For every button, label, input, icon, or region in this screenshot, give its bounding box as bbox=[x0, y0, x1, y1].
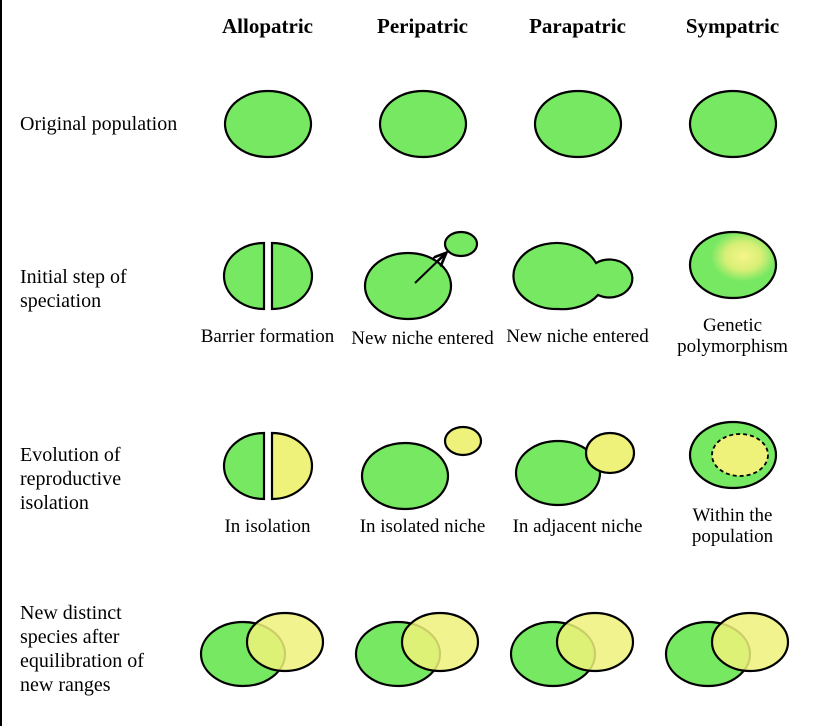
cell-original-sympatric bbox=[655, 54, 810, 194]
cell-original-peripatric bbox=[345, 54, 500, 194]
caption-initial-parapatric: New niche entered bbox=[506, 327, 648, 348]
gradient-ellipse-icon bbox=[673, 220, 793, 310]
overlap-ellipses-icon bbox=[503, 602, 653, 697]
cell-evolution-sympatric: Within the population bbox=[655, 384, 810, 574]
corner-empty bbox=[10, 4, 190, 54]
col-header-parapatric: Parapatric bbox=[500, 4, 655, 54]
cell-new-parapatric bbox=[500, 574, 655, 724]
nested-dashed-icon bbox=[673, 410, 793, 500]
isolated-niche-icon bbox=[353, 421, 493, 511]
cell-initial-parapatric: New niche entered bbox=[500, 194, 655, 384]
adjacent-two-color-icon bbox=[508, 421, 648, 511]
col-header-peripatric: Peripatric bbox=[345, 4, 500, 54]
caption-evolution-peripatric: In isolated niche bbox=[360, 517, 486, 538]
cell-evolution-peripatric: In isolated niche bbox=[345, 384, 500, 574]
row-label-evolution: Evolution of reproductive isolation bbox=[10, 384, 190, 574]
speciation-grid: Allopatric Peripatric Parapatric Sympatr… bbox=[0, 0, 800, 728]
cell-evolution-allopatric: In isolation bbox=[190, 384, 345, 574]
caption-initial-sympatric: Genetic polymorphism bbox=[655, 316, 810, 358]
cell-initial-sympatric: Genetic polymorphism bbox=[655, 194, 810, 384]
ellipse-icon bbox=[673, 84, 793, 164]
budding-arrow-icon bbox=[353, 228, 493, 323]
col-header-sympatric: Sympatric bbox=[655, 4, 810, 54]
cell-initial-allopatric: Barrier formation bbox=[190, 194, 345, 384]
col-header-allopatric: Allopatric bbox=[190, 4, 345, 54]
split-two-color-icon bbox=[208, 421, 328, 511]
cell-evolution-parapatric: In adjacent niche bbox=[500, 384, 655, 574]
cell-new-allopatric bbox=[190, 574, 345, 724]
overlap-ellipses-icon bbox=[193, 602, 343, 697]
overlap-ellipses-icon bbox=[348, 602, 498, 697]
cell-new-peripatric bbox=[345, 574, 500, 724]
row-label-initial: Initial step of speciation bbox=[10, 194, 190, 384]
caption-initial-peripatric: New niche entered bbox=[351, 329, 493, 350]
split-ellipse-icon bbox=[208, 231, 328, 321]
row-label-new: New distinct species after equilibration… bbox=[10, 574, 190, 724]
caption-initial-allopatric: Barrier formation bbox=[201, 327, 334, 348]
left-border-line bbox=[0, 0, 2, 726]
ellipse-icon bbox=[518, 84, 638, 164]
cell-original-allopatric bbox=[190, 54, 345, 194]
row-label-original: Original population bbox=[10, 54, 190, 194]
cell-initial-peripatric: New niche entered bbox=[345, 194, 500, 384]
caption-evolution-allopatric: In isolation bbox=[224, 517, 310, 538]
ellipse-icon bbox=[208, 84, 328, 164]
overlap-ellipses-icon bbox=[658, 602, 808, 697]
caption-evolution-sympatric: Within the population bbox=[655, 506, 810, 548]
caption-evolution-parapatric: In adjacent niche bbox=[513, 517, 643, 538]
cell-original-parapatric bbox=[500, 54, 655, 194]
adjacent-blobs-icon bbox=[508, 231, 648, 321]
cell-new-sympatric bbox=[655, 574, 810, 724]
ellipse-icon bbox=[363, 84, 483, 164]
